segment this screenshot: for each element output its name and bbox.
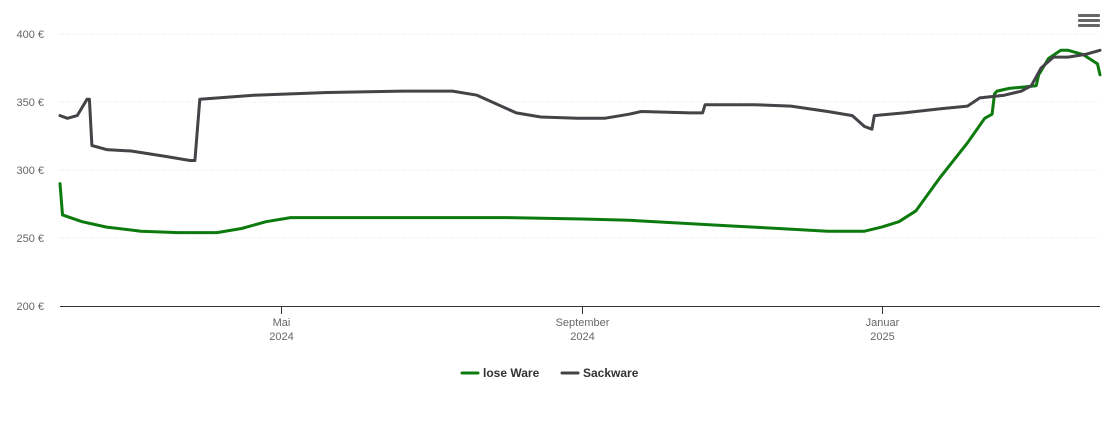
x-tick-label-year: 2024 bbox=[269, 331, 293, 343]
chart-menu-button[interactable] bbox=[1078, 12, 1100, 32]
legend-label: lose Ware bbox=[483, 366, 540, 380]
y-tick-label: 250 € bbox=[16, 233, 44, 245]
x-tick-label-month: Mai bbox=[273, 317, 291, 329]
y-tick-label: 300 € bbox=[16, 165, 44, 177]
series-line-lose-ware[interactable] bbox=[58, 48, 1102, 235]
menu-bar bbox=[1078, 24, 1100, 27]
legend-item[interactable]: Sackware bbox=[560, 366, 639, 380]
legend-label: Sackware bbox=[583, 366, 639, 380]
x-axis: Mai 2024 September 2024 Januar 2025 bbox=[60, 306, 1100, 343]
series-lines bbox=[58, 48, 1102, 235]
y-tick-label: 400 € bbox=[16, 29, 44, 41]
y-tick-label: 200 € bbox=[16, 301, 44, 313]
y-tick-label: 350 € bbox=[16, 97, 44, 109]
menu-bar bbox=[1078, 14, 1100, 17]
grid-lines bbox=[60, 33, 1100, 239]
menu-bar bbox=[1078, 19, 1100, 22]
x-tick-label-month: Januar bbox=[866, 317, 900, 329]
x-tick-label-year: 2025 bbox=[870, 331, 894, 343]
x-tick-label-month: September bbox=[556, 317, 610, 329]
x-tick-label-year: 2024 bbox=[570, 331, 594, 343]
legend-item[interactable]: lose Ware bbox=[460, 366, 540, 380]
y-axis-labels: 200 € 250 € 300 € 350 € 400 € bbox=[16, 29, 44, 313]
series-line-sackware[interactable] bbox=[58, 48, 1102, 162]
legend: lose Ware Sackware bbox=[460, 366, 639, 380]
